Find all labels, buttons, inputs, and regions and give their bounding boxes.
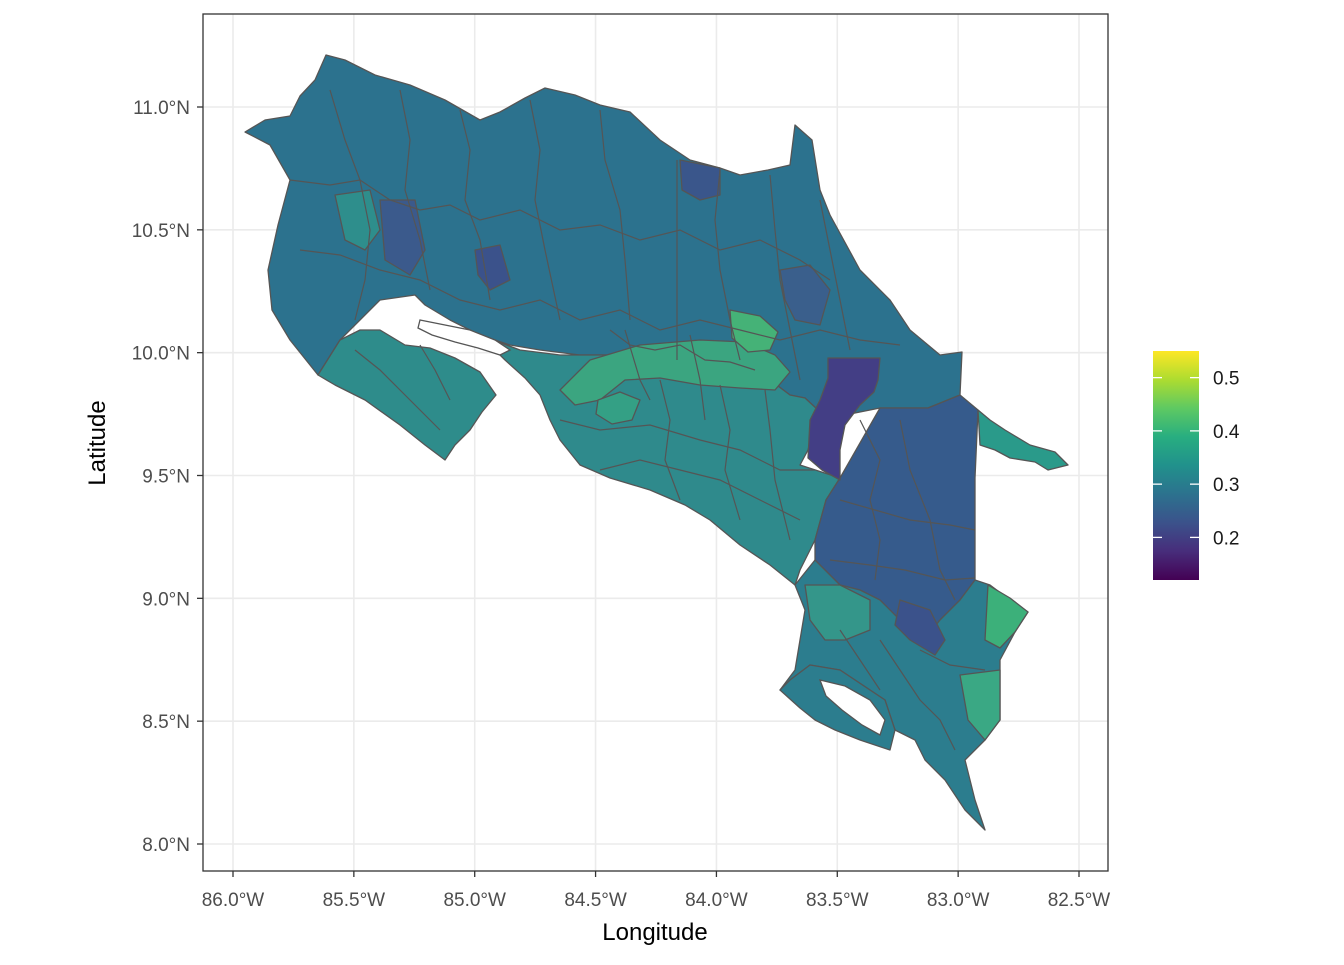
x-tick-label: 86.0°W	[202, 890, 265, 911]
y-tick-label: 10.0°N	[132, 344, 190, 365]
region-central-west	[595, 391, 641, 425]
region-caribbean-north	[779, 264, 831, 326]
y-axis: 11.0°N 10.5°N 10.0°N 9.5°N 9.0°N 8.5°N 8.0°N	[132, 98, 203, 856]
region-central-east	[729, 309, 779, 353]
legend-label: 0.5	[1213, 369, 1239, 390]
region-southeast-green	[984, 584, 1029, 649]
legend-label: 0.2	[1213, 528, 1239, 549]
region-northern	[244, 54, 963, 416]
region-north-purple	[679, 159, 721, 201]
region-southeast-lower	[959, 669, 1001, 741]
y-tick-label: 9.5°N	[142, 467, 190, 488]
region-pacific-strip	[804, 584, 871, 641]
panel-border	[202, 13, 1109, 872]
y-axis-title: Latitude	[84, 400, 111, 485]
region-osa-peninsula	[779, 664, 896, 751]
y-tick-label: 10.5°N	[132, 221, 190, 242]
region-alajuela-north	[474, 244, 511, 291]
x-tick-label: 82.5°W	[1048, 890, 1111, 911]
nicoya-gulf-water	[417, 319, 512, 356]
y-tick-label: 8.5°N	[142, 712, 190, 733]
region-central-valley	[559, 339, 791, 406]
y-tick-label: 8.0°N	[142, 835, 190, 856]
region-caribbean-coast	[977, 409, 1069, 471]
legend-label: 0.3	[1213, 475, 1239, 496]
region-nicoya	[317, 329, 497, 461]
x-tick-label: 85.5°W	[323, 890, 386, 911]
x-tick-label: 85.0°W	[443, 890, 506, 911]
golfo-dulce-water	[818, 679, 886, 736]
region-lowest	[807, 357, 881, 481]
y-tick-label: 11.0°N	[133, 98, 190, 119]
x-tick-label: 84.5°W	[564, 890, 627, 911]
x-tick-label: 84.0°W	[685, 890, 748, 911]
region-purple-south	[894, 599, 946, 656]
x-axis: 86.0°W 85.5°W 85.0°W 84.5°W 84.0°W 83.5°W 83.0…	[202, 871, 1111, 911]
region-guanacaste-west	[334, 189, 381, 251]
x-axis-title: Longitude	[602, 919, 707, 946]
district-borders	[289, 89, 986, 751]
country-map	[244, 54, 1069, 831]
colorbar-legend: 0.5 0.4 0.3 0.2	[1153, 351, 1240, 580]
x-tick-label: 83.0°W	[927, 890, 990, 911]
colorbar	[1153, 351, 1199, 580]
x-tick-label: 83.5°W	[806, 890, 869, 911]
y-tick-label: 9.0°N	[142, 589, 190, 610]
legend-label: 0.4	[1213, 422, 1240, 443]
